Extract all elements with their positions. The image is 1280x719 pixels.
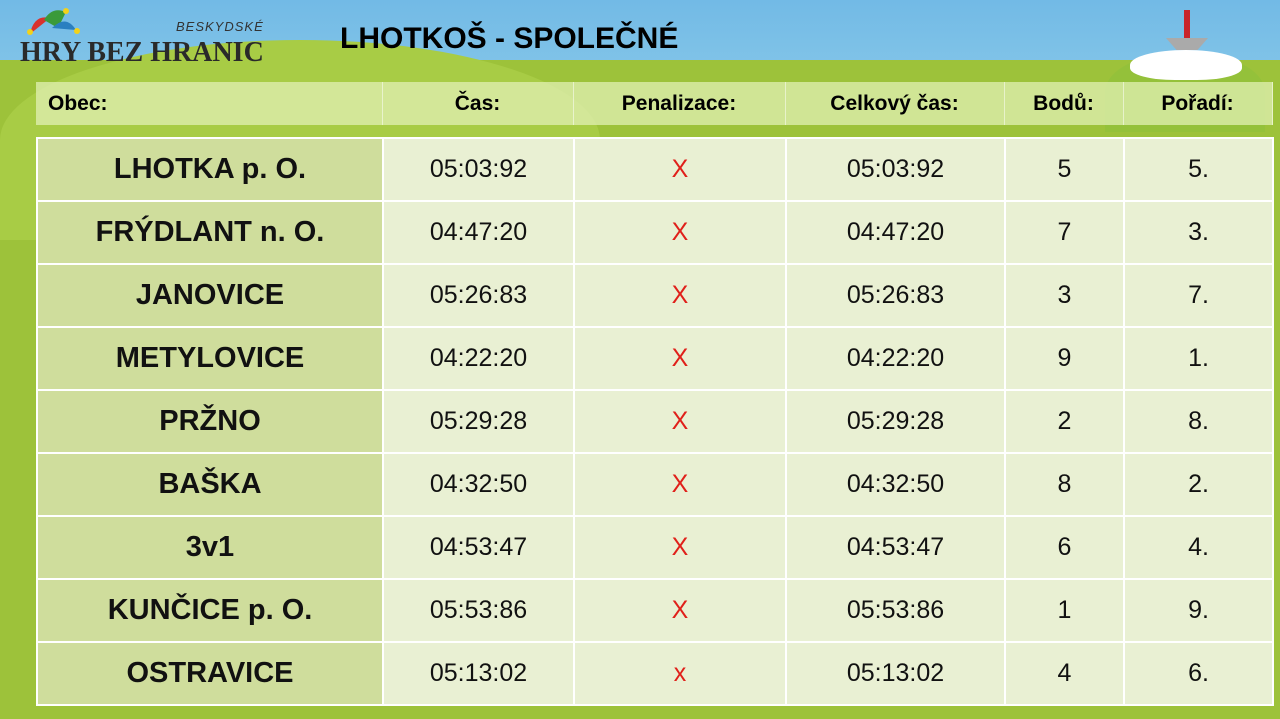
cell-obec: JANOVICE — [36, 263, 384, 328]
cell-pen: X — [573, 578, 787, 643]
cell-poradi: 1. — [1123, 326, 1274, 391]
table-row: PRŽNO 05:29:28 X 05:29:28 2 8. — [36, 389, 1274, 454]
column-poradi: Pořadí: — [1123, 82, 1273, 125]
column-celkovy-cas: Celkový čas: — [785, 82, 1005, 125]
table-row: JANOVICE 05:26:83 X 05:26:83 3 7. — [36, 263, 1274, 328]
cell-cas: 05:26:83 — [382, 263, 575, 328]
cell-cas: 05:13:02 — [382, 641, 575, 706]
column-body: Bodů: — [1004, 82, 1124, 125]
cell-poradi: 2. — [1123, 452, 1274, 517]
cell-poradi: 5. — [1123, 137, 1274, 202]
snow-cap — [1130, 50, 1242, 80]
cell-celkovy: 05:29:28 — [785, 389, 1006, 454]
cell-pen: X — [573, 389, 787, 454]
logo: BESKYDSKÉ HRY BEZ HRANIC — [20, 6, 320, 72]
tower-base — [1166, 38, 1208, 50]
cell-pen: X — [573, 515, 787, 580]
cell-pen: X — [573, 326, 787, 391]
logo-name: HRY BEZ HRANIC — [20, 37, 264, 68]
cell-body: 3 — [1004, 263, 1125, 328]
cell-poradi: 4. — [1123, 515, 1274, 580]
cell-pen: x — [573, 641, 787, 706]
cell-obec: LHOTKA p. O. — [36, 137, 384, 202]
cell-body: 2 — [1004, 389, 1125, 454]
cell-celkovy: 05:03:92 — [785, 137, 1006, 202]
cell-cas: 05:03:92 — [382, 137, 575, 202]
cell-celkovy: 04:22:20 — [785, 326, 1006, 391]
cell-celkovy: 04:47:20 — [785, 200, 1006, 265]
cell-obec: METYLOVICE — [36, 326, 384, 391]
cell-celkovy: 05:53:86 — [785, 578, 1006, 643]
cell-obec: KUNČICE p. O. — [36, 578, 384, 643]
cell-cas: 04:32:50 — [382, 452, 575, 517]
cell-pen: X — [573, 137, 787, 202]
cell-body: 4 — [1004, 641, 1125, 706]
table-row: FRÝDLANT n. O. 04:47:20 X 04:47:20 7 3. — [36, 200, 1274, 265]
cell-poradi: 7. — [1123, 263, 1274, 328]
cell-obec: OSTRAVICE — [36, 641, 384, 706]
cell-body: 5 — [1004, 137, 1125, 202]
cell-body: 8 — [1004, 452, 1125, 517]
table-row: OSTRAVICE 05:13:02 x 05:13:02 4 6. — [36, 641, 1274, 706]
cell-celkovy: 05:13:02 — [785, 641, 1006, 706]
cell-poradi: 8. — [1123, 389, 1274, 454]
table-row: 3v1 04:53:47 X 04:53:47 6 4. — [36, 515, 1274, 580]
cell-poradi: 9. — [1123, 578, 1274, 643]
cell-obec: BAŠKA — [36, 452, 384, 517]
cell-obec: PRŽNO — [36, 389, 384, 454]
column-penalizace: Penalizace: — [573, 82, 786, 125]
cell-cas: 05:53:86 — [382, 578, 575, 643]
jester-hat-icon — [27, 8, 80, 35]
cell-obec: FRÝDLANT n. O. — [36, 200, 384, 265]
cell-celkovy: 04:53:47 — [785, 515, 1006, 580]
table-row: KUNČICE p. O. 05:53:86 X 05:53:86 1 9. — [36, 578, 1274, 643]
table-header: Obec: Čas: Penalizace: Celkový čas: Bodů: Poř… — [36, 82, 1273, 125]
cell-body: 9 — [1004, 326, 1125, 391]
cell-poradi: 6. — [1123, 641, 1274, 706]
table-row: BAŠKA 04:32:50 X 04:32:50 8 2. — [36, 452, 1274, 517]
cell-celkovy: 05:26:83 — [785, 263, 1006, 328]
cell-celkovy: 04:32:50 — [785, 452, 1006, 517]
tower-illustration — [1184, 10, 1190, 40]
cell-cas: 04:22:20 — [382, 326, 575, 391]
column-cas: Čas: — [382, 82, 574, 125]
cell-cas: 04:53:47 — [382, 515, 575, 580]
logo-subtitle: BESKYDSKÉ — [176, 19, 264, 34]
results-table: LHOTKA p. O. 05:03:92 X 05:03:92 5 5. FRÝDLANT… — [36, 137, 1274, 706]
table-row: METYLOVICE 04:22:20 X 04:22:20 9 1. — [36, 326, 1274, 391]
cell-pen: X — [573, 263, 787, 328]
cell-body: 7 — [1004, 200, 1125, 265]
column-obec: Obec: — [36, 82, 383, 125]
cell-body: 1 — [1004, 578, 1125, 643]
cell-pen: X — [573, 200, 787, 265]
table-row: LHOTKA p. O. 05:03:92 X 05:03:92 5 5. — [36, 137, 1274, 202]
cell-body: 6 — [1004, 515, 1125, 580]
cell-cas: 04:47:20 — [382, 200, 575, 265]
cell-cas: 05:29:28 — [382, 389, 575, 454]
page-title: LHOTKOŠ - SPOLEČNÉ — [340, 22, 679, 55]
cell-poradi: 3. — [1123, 200, 1274, 265]
cell-obec: 3v1 — [36, 515, 384, 580]
cell-pen: X — [573, 452, 787, 517]
